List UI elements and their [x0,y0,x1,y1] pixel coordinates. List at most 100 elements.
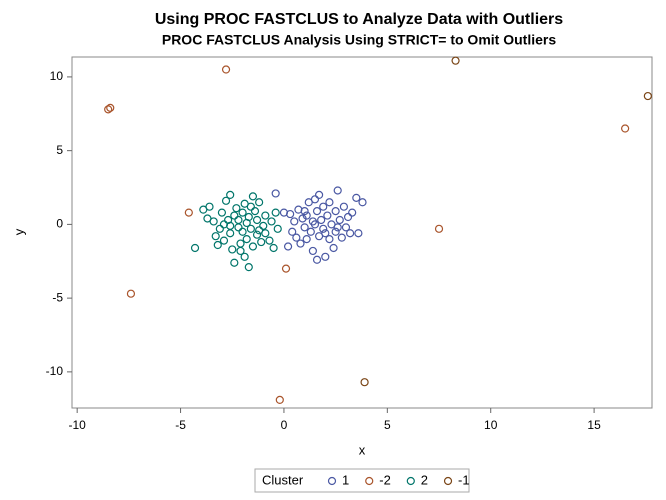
point [286,209,295,219]
point [271,208,280,217]
point [219,236,229,245]
point [348,208,357,217]
point [281,264,291,273]
point [308,246,317,256]
legend-label: -1 [458,472,470,487]
point [246,202,255,211]
point [354,229,363,238]
x-tick-label: 5 [384,418,391,432]
point [323,211,332,220]
point [275,395,284,404]
point [346,229,355,238]
point [335,215,344,225]
point [252,230,262,239]
point [126,289,136,298]
point [321,229,330,238]
point [190,243,200,253]
point [300,207,309,216]
point [255,226,264,235]
y-tick-label: -5 [52,290,63,304]
point [184,208,193,217]
point [238,208,247,217]
point [230,211,239,220]
point [319,224,328,233]
point [246,224,255,233]
point [215,224,224,233]
point [451,56,460,65]
x-tick-label: 10 [484,418,498,432]
point [333,186,342,195]
y-tick-label: 5 [56,143,63,157]
point [325,198,334,207]
point [248,192,258,201]
point [325,235,334,244]
point [329,243,338,253]
legend-marker [406,476,415,486]
legend-label: -2 [379,472,391,487]
point [300,223,309,232]
point [248,242,258,251]
legend-marker [327,476,337,486]
legend-marker [443,476,453,486]
point [230,258,239,267]
point [261,211,270,220]
point [343,212,353,222]
point [317,215,326,225]
x-axis-label: x [359,442,366,457]
point [211,232,220,241]
point [104,105,113,114]
point [331,207,340,216]
point [234,215,243,225]
legend-marker [365,476,374,486]
point [252,215,262,225]
x-tick-label: 0 [281,418,288,432]
point [434,224,444,233]
chart-subtitle: PROC FASTCLUS Analysis Using STRICT= to … [162,32,556,48]
point [269,243,278,253]
point [288,227,297,236]
point [271,189,280,198]
point [273,224,282,233]
point [209,217,218,226]
point [205,202,214,211]
point [217,208,227,217]
point [310,195,320,204]
point [236,246,245,256]
point [226,190,235,199]
legend-label: 2 [421,472,428,487]
plot-frame [71,56,653,409]
point [257,237,266,247]
point [337,233,346,242]
point [283,242,293,251]
point [232,204,241,213]
point [306,227,315,236]
point [339,202,349,211]
point [242,235,251,244]
point [238,227,247,236]
point [213,240,222,250]
point [621,124,630,133]
y-tick-label: -10 [46,364,64,378]
point [106,103,115,112]
legend-frame [254,468,470,493]
y-axis-label: y [11,228,26,235]
point [643,91,652,101]
point [321,252,330,261]
point [333,223,342,232]
point [228,245,237,254]
point [259,221,268,230]
point [267,217,276,226]
point [310,220,320,229]
point [319,202,328,211]
point [360,378,369,387]
point [331,227,340,236]
point [250,207,260,216]
legend-title: Cluster [262,472,304,487]
point [221,196,231,205]
point [314,190,324,199]
point [219,220,229,229]
legend-label: 1 [342,472,349,487]
point [341,223,351,232]
